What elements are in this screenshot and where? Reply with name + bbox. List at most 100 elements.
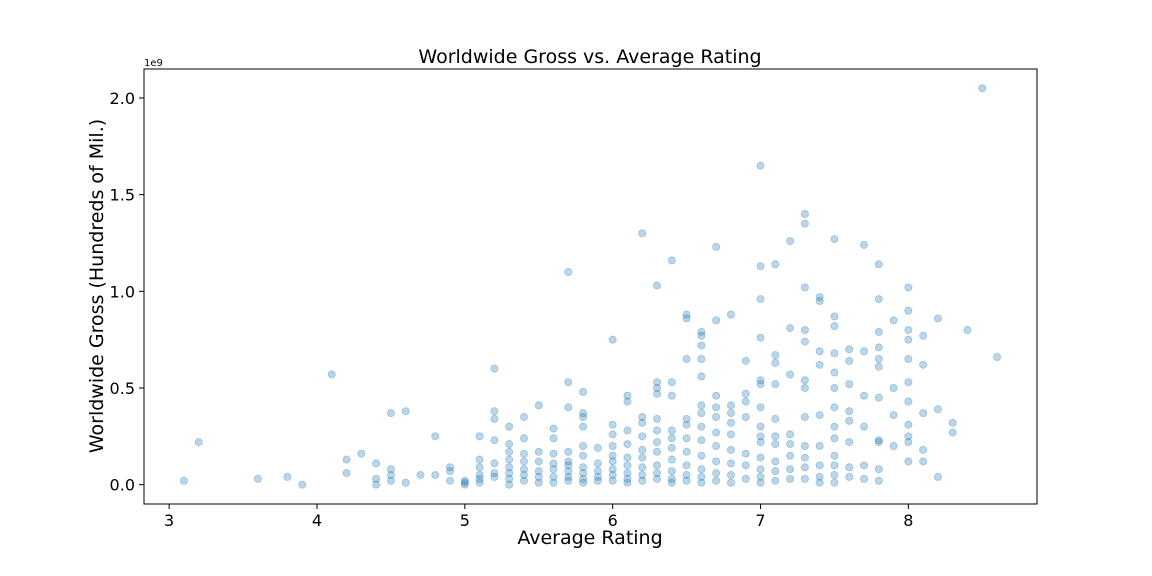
- y-tick-label: 0.0: [110, 476, 135, 495]
- scatter-point: [682, 447, 691, 456]
- scatter-point: [475, 455, 484, 464]
- scatter-point: [815, 296, 824, 305]
- scatter-point: [874, 465, 883, 474]
- scatter-point: [298, 480, 307, 489]
- scatter-point: [741, 389, 750, 398]
- scatter-point: [712, 403, 721, 412]
- scatter-point: [771, 351, 780, 360]
- scatter-point: [579, 409, 588, 418]
- scatter-point: [845, 356, 854, 365]
- scatter-point: [771, 380, 780, 389]
- scatter-point: [653, 426, 662, 435]
- scatter-point: [490, 364, 499, 373]
- scatter-point: [948, 418, 957, 427]
- scatter-point: [667, 478, 676, 487]
- scatter-point: [756, 380, 765, 389]
- scatter-point: [712, 441, 721, 450]
- scatter-point: [830, 470, 839, 479]
- scatter-point: [933, 472, 942, 481]
- scatter-point: [830, 478, 839, 487]
- scatter-point: [608, 476, 617, 485]
- scatter-point: [919, 331, 928, 340]
- scatter-point: [475, 432, 484, 441]
- scatter-point: [756, 376, 765, 385]
- scatter-point: [815, 360, 824, 369]
- scatter-point: [564, 457, 573, 466]
- scatter-point: [904, 397, 913, 406]
- scatter-point: [667, 474, 676, 483]
- scatter-point: [653, 469, 662, 478]
- scatter-point: [756, 432, 765, 441]
- scatter-point: [667, 256, 676, 265]
- scatter-point: [874, 438, 883, 447]
- scatter-point: [342, 455, 351, 464]
- scatter-point: [653, 461, 662, 470]
- scatter-point: [712, 242, 721, 251]
- scatter-point: [519, 470, 528, 479]
- scatter-point: [490, 407, 499, 416]
- scatter-point: [756, 161, 765, 170]
- scatter-point: [372, 480, 381, 489]
- x-tick-label: 4: [312, 511, 322, 530]
- scatter-point: [874, 393, 883, 402]
- scatter-point: [564, 461, 573, 470]
- scatter-point: [874, 260, 883, 269]
- scatter-point: [919, 457, 928, 466]
- y-tick-label: 1.5: [110, 186, 135, 205]
- scatter-point: [579, 441, 588, 450]
- scatter-point: [697, 327, 706, 336]
- scatter-point: [667, 443, 676, 452]
- scatter-point: [579, 478, 588, 487]
- scatter-point: [800, 453, 809, 462]
- scatter-point: [830, 349, 839, 358]
- scatter-point: [786, 237, 795, 246]
- scatter-point: [534, 467, 543, 476]
- scatter-point: [726, 478, 735, 487]
- scatter-point: [874, 476, 883, 485]
- scatter-point: [653, 447, 662, 456]
- scatter-point: [726, 409, 735, 418]
- scatter-point: [712, 316, 721, 325]
- scatter-point: [593, 476, 602, 485]
- scatter-point: [386, 476, 395, 485]
- scatter-point: [549, 449, 558, 458]
- scatter-point: [756, 478, 765, 487]
- scatter-point: [845, 472, 854, 481]
- x-tick-label: 5: [460, 511, 470, 530]
- scatter-point: [519, 465, 528, 474]
- scatter-point: [786, 465, 795, 474]
- scatter-point: [712, 457, 721, 466]
- scatter-point: [874, 354, 883, 363]
- scatter-point: [564, 467, 573, 476]
- scatter-point: [697, 401, 706, 410]
- scatter-point: [830, 422, 839, 431]
- scatter-point: [638, 445, 647, 454]
- scatter-point: [963, 325, 972, 334]
- scatter-point: [697, 372, 706, 381]
- scatter-point: [860, 391, 869, 400]
- scatter-point: [800, 209, 809, 218]
- scatter-point: [874, 327, 883, 336]
- scatter-point: [593, 443, 602, 452]
- scatter-point: [815, 347, 824, 356]
- scatter-point: [756, 465, 765, 474]
- scatter-point: [623, 461, 632, 470]
- scatter-point: [697, 436, 706, 445]
- scatter-point: [933, 405, 942, 414]
- scatter-point: [653, 389, 662, 398]
- scatter-point: [446, 467, 455, 476]
- scatter-point: [682, 414, 691, 423]
- scatter-point: [593, 459, 602, 468]
- x-axis-label: Average Rating: [517, 527, 662, 549]
- scatter-point: [815, 411, 824, 420]
- scatter-point: [786, 440, 795, 449]
- y-axis: 0.0 0.5 1.0 1.5 2.0: [110, 89, 144, 495]
- scatter-point: [431, 432, 440, 441]
- scatter-point: [549, 459, 558, 468]
- scatter-point: [830, 451, 839, 460]
- scatter-point: [800, 376, 809, 385]
- y-tick-label: 1.0: [110, 282, 135, 301]
- scatter-point: [815, 441, 824, 450]
- scatter-point: [800, 412, 809, 421]
- scatter-point: [815, 461, 824, 470]
